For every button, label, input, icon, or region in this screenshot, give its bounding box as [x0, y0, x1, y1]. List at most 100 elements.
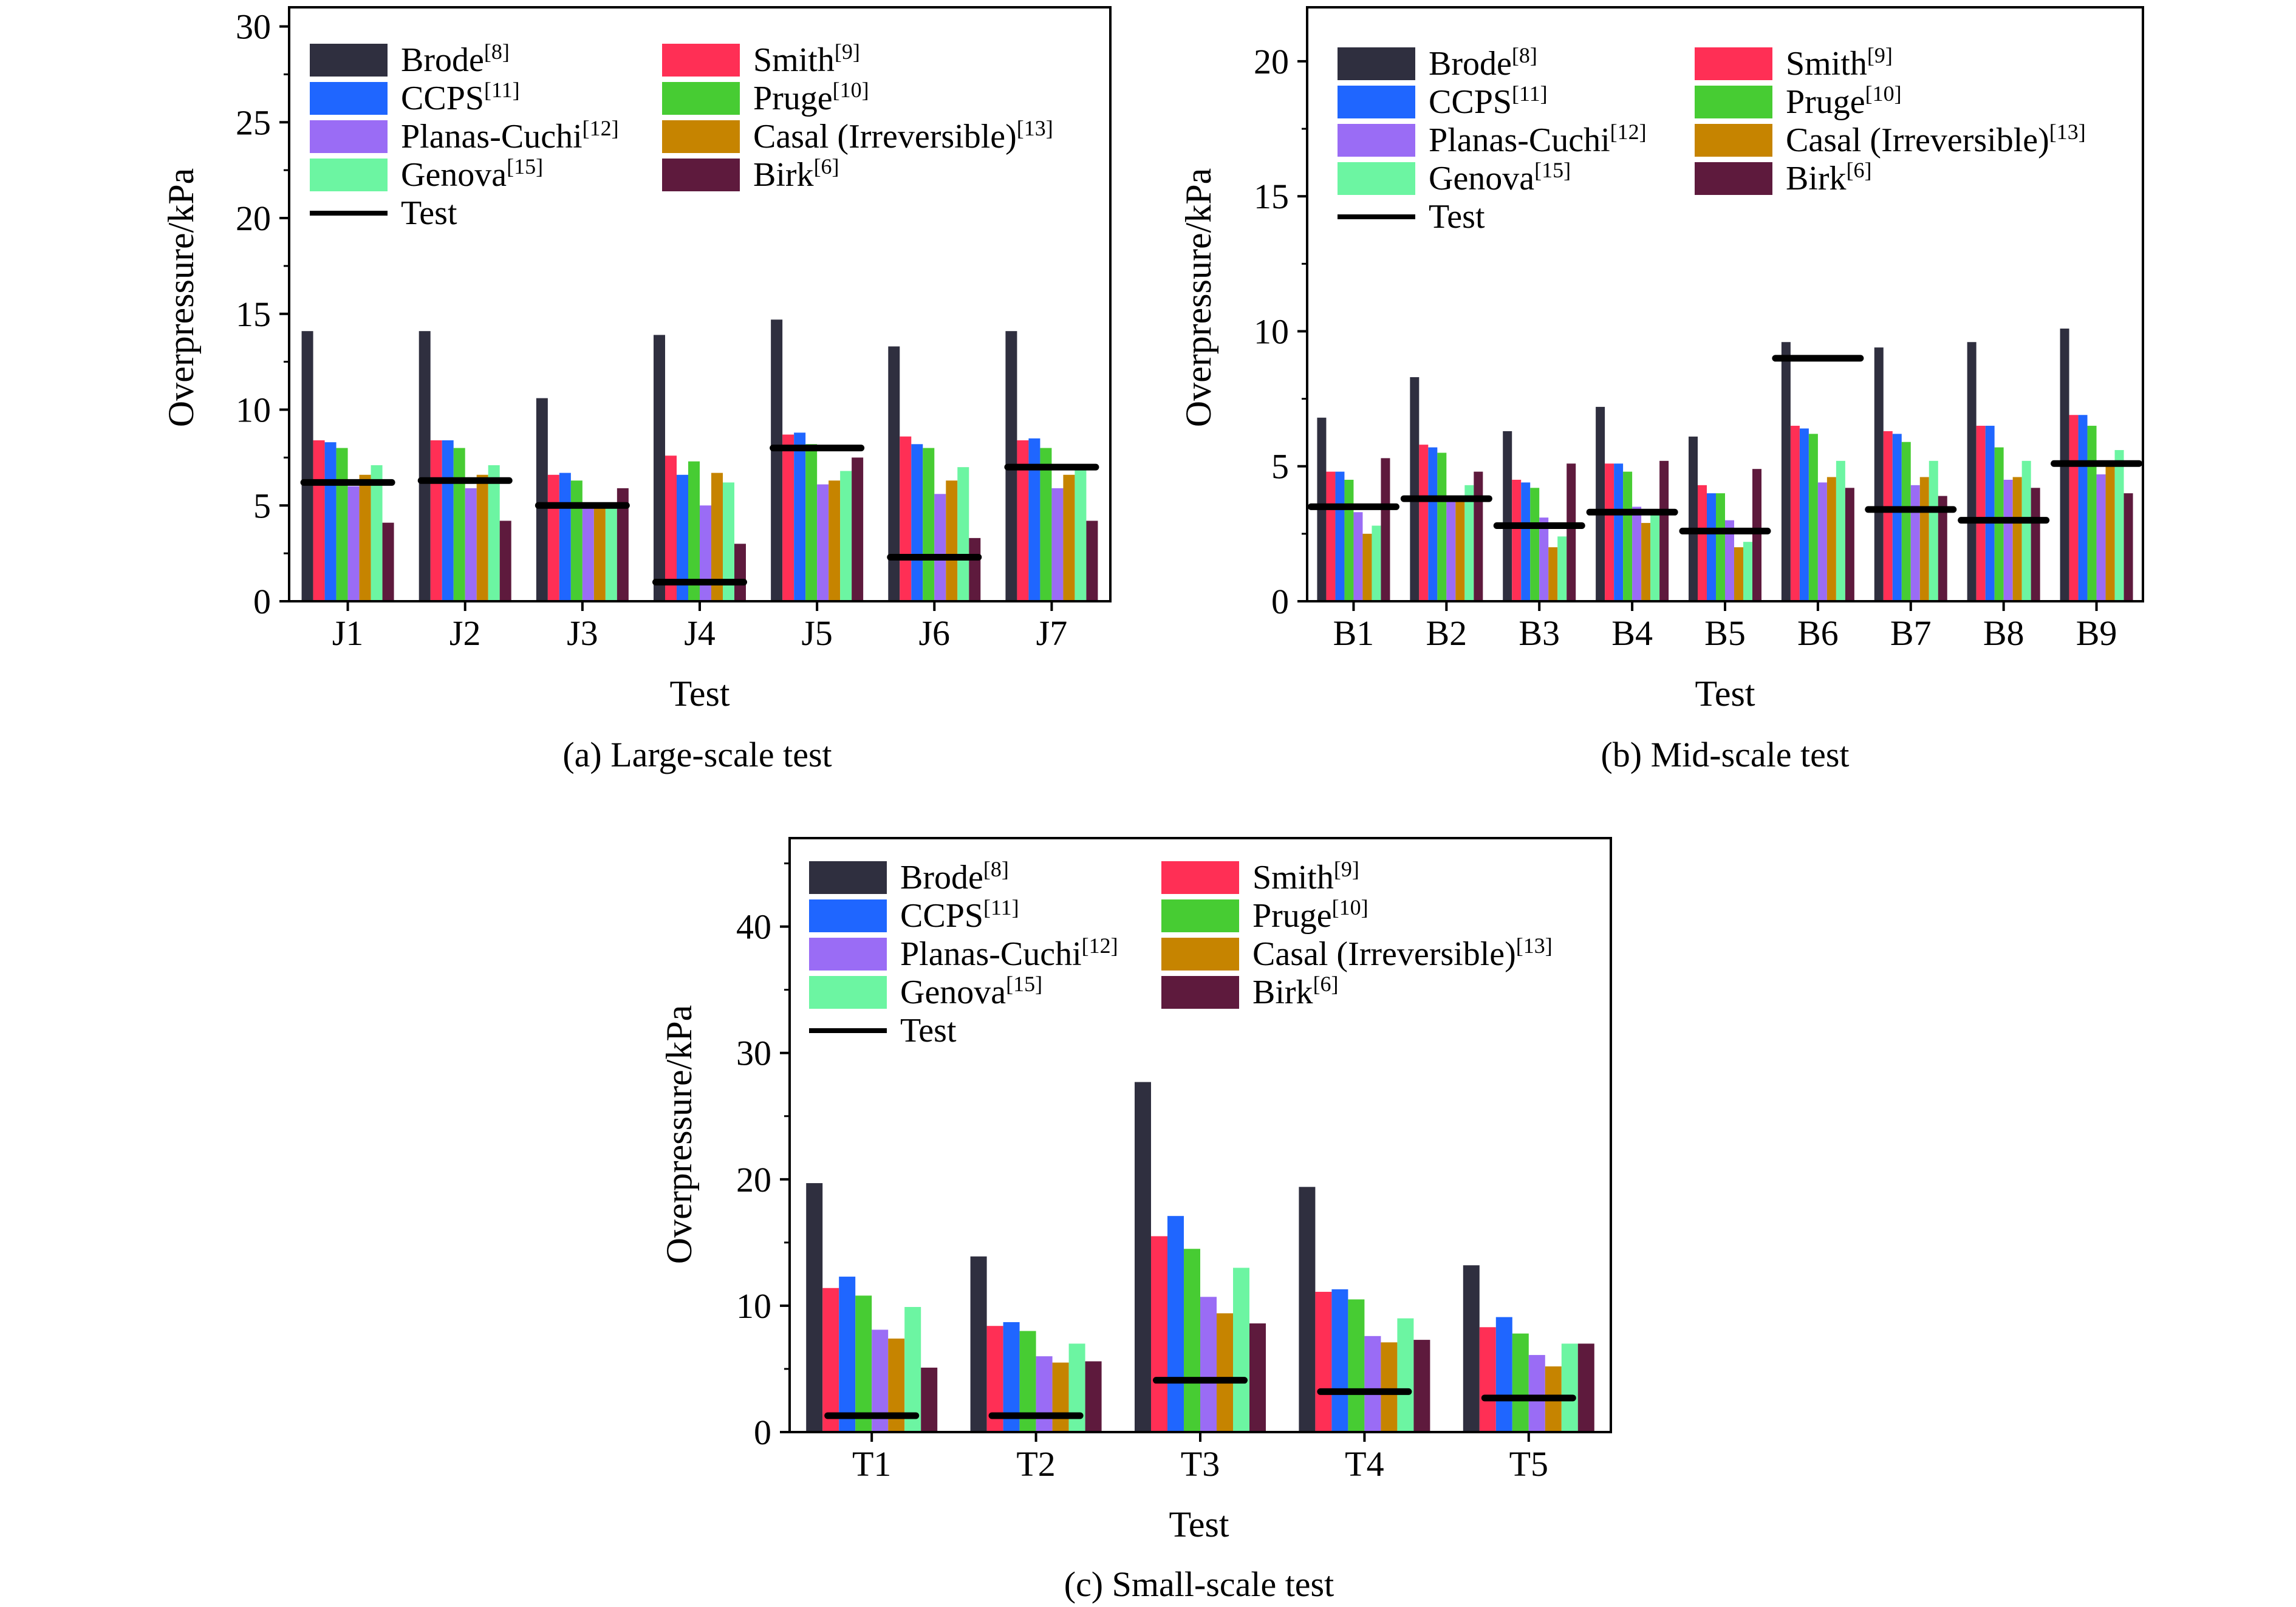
x-tick-label-J3: J3: [567, 613, 598, 653]
legend-label-planas: Planas-Cuchi[12]: [900, 933, 1118, 973]
x-ticks-small-scale: T1 T2 T3 T4 T5: [852, 1432, 1548, 1484]
legend-swatch-planas: [310, 120, 388, 153]
y-tick-label-0: 0: [754, 1413, 771, 1452]
bar-planas-B6: [1817, 482, 1827, 601]
y-tick-label-10: 10: [236, 391, 271, 430]
y-tick-label-25: 25: [236, 103, 271, 142]
legend-large-scale: Brode[8]CCPS[11]Planas-Cuchi[12]Genova[1…: [310, 39, 1053, 232]
bar-ccps-B1: [1335, 471, 1345, 601]
x-tick-label-J5: J5: [801, 613, 833, 653]
bar-planas-B1: [1353, 512, 1363, 601]
x-tick-label-B9: B9: [2076, 613, 2117, 653]
bar-birk-T3: [1249, 1323, 1266, 1432]
y-tick-label-20: 20: [1254, 42, 1289, 81]
bar-brode-J1: [301, 331, 313, 601]
legend-label-planas: Planas-Cuchi[12]: [1429, 120, 1647, 159]
x-tick-label-B1: B1: [1333, 613, 1375, 653]
y-tick-label-5: 5: [1271, 447, 1289, 486]
bar-ccps-B5: [1707, 493, 1716, 601]
bar-smith-B1: [1326, 471, 1336, 601]
legend-label-smith: Smith[9]: [1252, 857, 1359, 896]
y-ticks-small-scale: 0 10 20 30 40: [736, 862, 790, 1452]
bar-brode-J4: [654, 335, 665, 601]
bar-brode-J3: [536, 398, 548, 601]
bar-birk-J7: [1086, 520, 1098, 601]
bar-pruge-J6: [923, 448, 935, 601]
bar-smith-B2: [1419, 445, 1429, 601]
bar-genova-B3: [1557, 536, 1567, 601]
legend-label-ccps: CCPS[11]: [900, 895, 1019, 935]
bar-birk-J4: [734, 544, 746, 601]
bar-smith-T5: [1479, 1327, 1496, 1432]
y-tick-label-10: 10: [1254, 312, 1289, 351]
bars-mid-scale: [1317, 329, 2133, 601]
bar-birk-J5: [852, 457, 864, 601]
bar-casal-J5: [829, 480, 841, 601]
bar-birk-J6: [969, 537, 981, 601]
y-axis-label-large-scale: Overpressure/kPa: [161, 168, 201, 428]
bar-birk-T1: [921, 1367, 938, 1432]
legend-label-smith: Smith[9]: [1786, 43, 1893, 83]
bar-genova-J2: [488, 465, 500, 601]
x-ticks-mid-scale: B1 B2 B3 B4 B5 B6 B7 B8 B9: [1333, 601, 2117, 653]
x-tick-label-B7: B7: [1890, 613, 1932, 653]
legend-label-ccps: CCPS[11]: [401, 78, 520, 117]
bar-birk-B2: [1474, 471, 1483, 601]
legend-label-brode: Brode[8]: [900, 857, 1009, 896]
bar-genova-B2: [1464, 485, 1474, 601]
bar-casal-B1: [1362, 533, 1372, 601]
bar-planas-T2: [1036, 1356, 1053, 1432]
bar-pruge-B2: [1437, 452, 1447, 601]
bars-large-scale: [301, 319, 1098, 601]
bar-casal-B6: [1826, 477, 1836, 601]
bar-genova-B9: [2114, 450, 2124, 601]
bar-planas-B7: [1910, 485, 1920, 601]
bar-planas-J7: [1051, 488, 1064, 601]
bar-birk-J1: [382, 522, 394, 601]
x-tick-label-J1: J1: [332, 613, 364, 653]
bar-casal-J7: [1063, 474, 1075, 601]
legend-swatch-birk: [1161, 976, 1239, 1009]
bar-ccps-J7: [1028, 438, 1040, 601]
y-tick-label-5: 5: [253, 486, 271, 525]
y-ticks-mid-scale: 0 5 10 15 20: [1254, 42, 1307, 621]
bar-brode-J5: [771, 319, 783, 601]
bar-brode-T3: [1135, 1082, 1151, 1432]
x-axis-label-large-scale: Test: [669, 674, 729, 714]
y-tick-label-0: 0: [253, 582, 271, 621]
bar-brode-T4: [1299, 1187, 1316, 1432]
panel-mid-scale: 0 5 10 15 20 B1 B2 B3 B4 B5 B6 B7 B8 B9 Overpressure…: [1178, 6, 2144, 774]
bar-smith-J5: [782, 434, 794, 601]
bar-smith-B6: [1790, 426, 1800, 601]
bar-birk-B6: [1845, 488, 1854, 601]
bar-brode-B5: [1689, 436, 1698, 601]
bar-brode-T2: [970, 1256, 987, 1432]
bar-planas-T5: [1528, 1355, 1545, 1432]
bar-genova-B1: [1372, 525, 1381, 601]
x-tick-label-B4: B4: [1611, 613, 1653, 653]
bar-brode-B4: [1596, 406, 1605, 601]
bar-ccps-J1: [324, 442, 337, 601]
bar-pruge-B4: [1623, 471, 1633, 601]
bar-smith-J1: [313, 440, 325, 601]
legend-label-casal: Casal (Irreversible)[13]: [753, 116, 1053, 155]
bar-ccps-T1: [839, 1277, 856, 1432]
legend-swatch-brode: [310, 44, 388, 77]
legend-swatch-genova: [310, 159, 388, 191]
bar-brode-B7: [1874, 347, 1884, 601]
bar-ccps-J5: [794, 432, 806, 601]
y-tick-label-0: 0: [1271, 582, 1289, 621]
bar-ccps-J4: [677, 474, 688, 601]
bar-smith-B5: [1698, 485, 1707, 601]
y-tick-label-15: 15: [236, 295, 271, 334]
caption-mid-scale: (b) Mid-scale test: [1601, 735, 1849, 774]
bar-planas-B2: [1446, 496, 1456, 601]
legend-swatch-brode: [1338, 47, 1415, 80]
bars-small-scale: [806, 1082, 1594, 1432]
bar-ccps-B8: [1985, 426, 1995, 601]
bar-genova-B4: [1650, 514, 1660, 601]
bar-birk-B7: [1938, 496, 1947, 601]
bar-brode-J6: [888, 346, 900, 601]
bar-pruge-B9: [2087, 426, 2097, 601]
